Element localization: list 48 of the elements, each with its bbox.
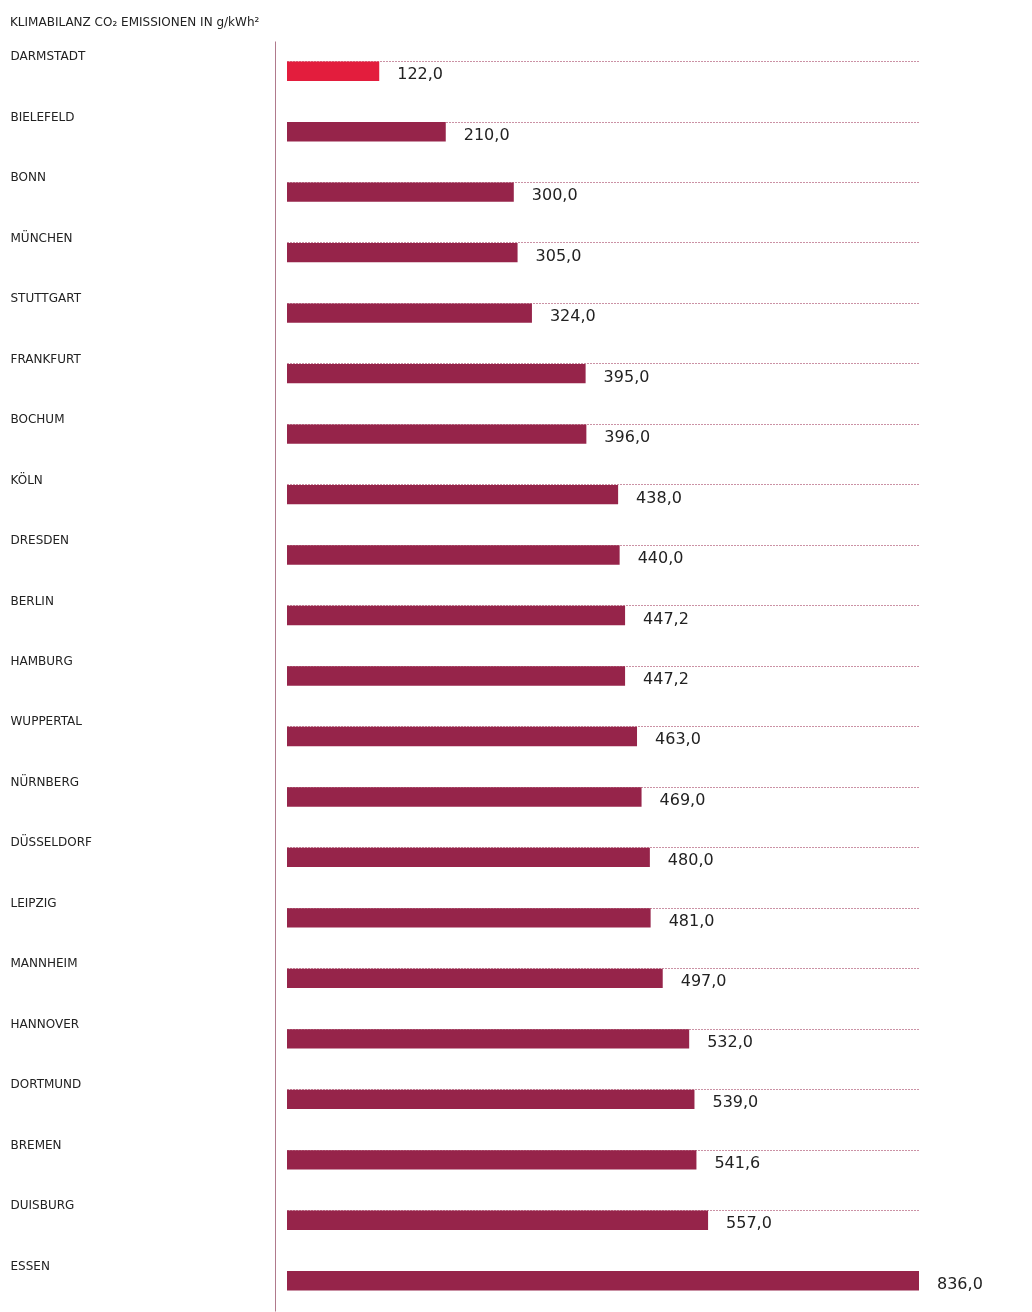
- y-tick-label: MÜNCHEN: [10, 228, 73, 245]
- y-tick-label: STUTTGART: [10, 291, 82, 306]
- y-tick-label: LEIPZIG: [10, 895, 57, 910]
- data-label: 836,0: [937, 1273, 983, 1293]
- bar: [287, 1271, 919, 1291]
- data-label: 497,0: [680, 971, 727, 991]
- data-label: 447,2: [643, 608, 689, 628]
- y-tick-label: DORTMUND: [10, 1077, 82, 1092]
- data-label: 447,2: [643, 669, 689, 688]
- bar: [287, 666, 626, 686]
- y-tick-label: ESSEN: [10, 1258, 50, 1273]
- y-tick-label: WUPPERTAL: [10, 714, 83, 729]
- data-label: 532,0: [707, 1031, 753, 1051]
- data-label: 541,6: [714, 1152, 761, 1172]
- data-label: 122,0: [397, 64, 444, 84]
- bar: [287, 424, 587, 444]
- data-label: 438,0: [636, 487, 682, 507]
- data-label: 463,0: [655, 729, 701, 749]
- y-tick-label: MANNHEIM: [10, 956, 78, 971]
- data-label: 557,0: [726, 1213, 772, 1233]
- y-tick-label: DUISBURG: [10, 1198, 75, 1213]
- data-label: 396,0: [604, 427, 651, 447]
- y-tick-label: NÜRNBERG: [10, 772, 80, 789]
- data-label: 539,0: [712, 1092, 759, 1112]
- text: KLIMABILANZ CO₂ EMISSIONEN IN g/kWh²: [10, 15, 260, 29]
- data-label: 210,0: [463, 124, 510, 144]
- data-label: 300,0: [531, 185, 578, 205]
- y-tick-label: FRANKFURT: [10, 351, 82, 366]
- bar: [287, 61, 380, 81]
- y-tick-label: DARMSTADT: [10, 49, 86, 64]
- y-tick-label: BERLIN: [10, 593, 54, 608]
- y-tick-label: DRESDEN: [10, 533, 70, 548]
- y-tick-label: HAMBURG: [10, 654, 73, 668]
- data-label: 480,0: [667, 850, 714, 870]
- y-tick-label: BIELEFELD: [10, 109, 75, 124]
- y-tick-label: HANNOVER: [10, 1016, 80, 1031]
- y-tick-label: BONN: [10, 170, 46, 185]
- data-label: 324,0: [549, 306, 596, 326]
- y-tick-label: BREMEN: [10, 1137, 62, 1152]
- bar: [287, 303, 532, 323]
- y-tick-label: KÖLN: [10, 470, 43, 487]
- data-label: 440,0: [637, 548, 684, 568]
- data-label: 395,0: [603, 366, 650, 386]
- data-label: 481,0: [668, 910, 715, 930]
- data-label: 305,0: [535, 245, 582, 265]
- data-label: 469,0: [659, 789, 706, 809]
- y-tick-label: BOCHUM: [10, 412, 65, 427]
- y-tick-label: DÜSSELDORF: [10, 833, 93, 850]
